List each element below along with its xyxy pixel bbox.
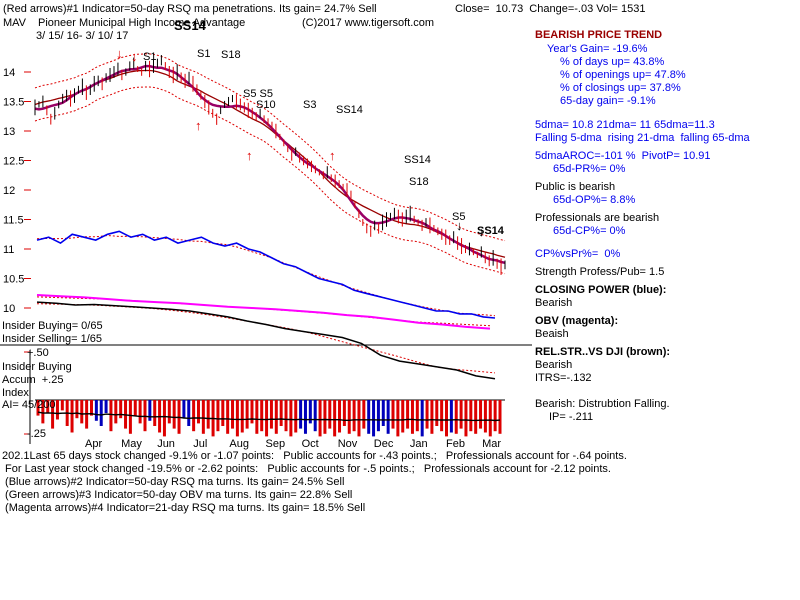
ip-value: IP= -.211 <box>549 411 594 423</box>
svg-text:SS14: SS14 <box>404 154 431 166</box>
chart-title: Pioneer Municipal High Income Advantage <box>38 17 246 29</box>
svg-text:Feb: Feb <box>446 438 465 450</box>
footer-65day-summary: 202.1Last 65 days stock changed -9.1% or… <box>2 450 627 462</box>
svg-text:SS14: SS14 <box>336 104 363 116</box>
relstr-value: Bearish <box>535 359 573 371</box>
footer-indicator-3: (Green arrows)#3 Indicator=50-day OBV ma… <box>2 489 353 501</box>
stat-65day-gain: 65-day gain= -9.1% <box>560 95 656 107</box>
accum-axis-line3: Index <box>2 387 29 399</box>
stat-65d-cp: 65d-CP%= 0% <box>553 225 626 237</box>
svg-text:10: 10 <box>3 303 15 315</box>
svg-text:↑: ↑ <box>195 118 202 133</box>
svg-text:12: 12 <box>3 185 15 197</box>
dma-values: 5dma= 10.8 21dma= 11 65dma=11.3 <box>535 119 715 131</box>
svg-text:↑: ↑ <box>246 148 253 163</box>
copyright: (C)2017 www.tigersoft.com <box>302 17 435 29</box>
svg-text:S5: S5 <box>452 211 465 223</box>
svg-text:S1: S1 <box>197 48 210 60</box>
aroc-pivot: 5dmaAROC=-101 % PivotP= 10.91 <box>535 150 711 162</box>
quote-stats: Close= 10.73 Change=-.03 Vol= 1531 <box>455 3 646 15</box>
svg-text:S10: S10 <box>256 99 276 111</box>
svg-text:14: 14 <box>3 67 15 79</box>
svg-text:Apr: Apr <box>85 438 102 450</box>
footer-indicator-2: (Blue arrows)#2 Indicator=50-day RSQ ma … <box>2 476 345 488</box>
svg-text:Aug: Aug <box>229 438 249 450</box>
itrs-value: ITRS=-.132 <box>535 372 592 384</box>
stat-cp-vs-pr: CP%vsPr%= 0% <box>535 248 621 260</box>
svg-text:11: 11 <box>3 244 14 256</box>
accum-axis-line2: Accum +.25 <box>2 374 64 386</box>
trend-label: BEARISH PRICE TREND <box>535 29 663 41</box>
svg-text:↓: ↓ <box>131 49 138 64</box>
svg-text:Nov: Nov <box>338 438 358 450</box>
relstr-label: REL.STR..VS DJI (brown): <box>535 346 671 358</box>
stat-65d-pr: 65d-PR%= 0% <box>553 163 626 175</box>
svg-text:S3: S3 <box>303 99 316 111</box>
svg-text:S5 S5: S5 S5 <box>243 88 273 100</box>
stat-openings-up: % of openings up= 47.8% <box>560 69 686 81</box>
svg-text:S1: S1 <box>143 51 156 63</box>
accum-minus25-label: -.25 <box>27 428 46 440</box>
ticker-symbol: MAV <box>3 17 27 29</box>
footer-year-summary: For Last year stock changed -19.5% or -2… <box>2 463 611 475</box>
svg-text:Jul: Jul <box>193 438 207 450</box>
svg-text:S18: S18 <box>409 176 429 188</box>
svg-text:SS14: SS14 <box>174 18 207 33</box>
public-sentiment: Public is bearish <box>535 181 616 193</box>
stat-days-up: % of days up= 43.8% <box>560 56 665 68</box>
professional-sentiment: Professionals are bearish <box>535 212 660 224</box>
svg-text:↓: ↓ <box>478 224 485 239</box>
svg-text:Jan: Jan <box>410 438 428 450</box>
insider-buying: Insider Buying= 0/65 <box>2 320 103 332</box>
stat-closings-up: % of closings up= 37.8% <box>560 82 681 94</box>
accum-axis-line4: AI= 45/200 <box>2 399 56 411</box>
svg-text:Dec: Dec <box>374 438 394 450</box>
svg-text:SS14: SS14 <box>477 225 505 237</box>
closing-power-value: Bearish <box>535 297 573 309</box>
closing-power-label: CLOSING POWER (blue): <box>535 284 667 296</box>
svg-text:Oct: Oct <box>302 438 319 450</box>
header-indicator-line: (Red arrows)#1 Indicator=50-day RSQ ma p… <box>3 3 377 15</box>
svg-text:↓: ↓ <box>116 46 123 61</box>
strength-ratio: Strength Profess/Pub= 1.5 <box>535 266 665 278</box>
svg-text:13: 13 <box>3 126 15 138</box>
footer-indicator-4: (Magenta arrows)#4 Indicator=21-day RSQ … <box>2 502 366 514</box>
svg-text:Sep: Sep <box>266 438 286 450</box>
stat-years-gain: Year's Gain= -19.6% <box>547 43 648 55</box>
accum-axis-line1: Insider Buying <box>2 361 72 373</box>
svg-text:May: May <box>121 438 142 450</box>
date-range: 3/ 15/ 16- 3/ 10/ 17 <box>36 30 129 42</box>
stat-65d-op: 65d-OP%= 8.8% <box>553 194 636 206</box>
svg-text:11.5: 11.5 <box>3 215 24 227</box>
svg-text:↓: ↓ <box>456 218 463 233</box>
dma-directions: Falling 5-dma rising 21-dma falling 65-d… <box>535 132 750 144</box>
svg-text:Mar: Mar <box>482 438 501 450</box>
svg-text:↑: ↑ <box>329 148 336 163</box>
svg-text:10.5: 10.5 <box>3 274 24 286</box>
obv-value: Beaish <box>535 328 569 340</box>
insider-selling: Insider Selling= 1/65 <box>2 333 102 345</box>
obv-label: OBV (magenta): <box>535 315 619 327</box>
svg-text:S18: S18 <box>221 49 241 61</box>
accum-plus50-label: +.50 <box>27 347 49 359</box>
svg-text:13.5: 13.5 <box>3 97 24 109</box>
distribution-status: Bearish: Distrubtion Falling. <box>535 398 670 410</box>
svg-text:12.5: 12.5 <box>3 156 24 168</box>
svg-text:Jun: Jun <box>157 438 175 450</box>
